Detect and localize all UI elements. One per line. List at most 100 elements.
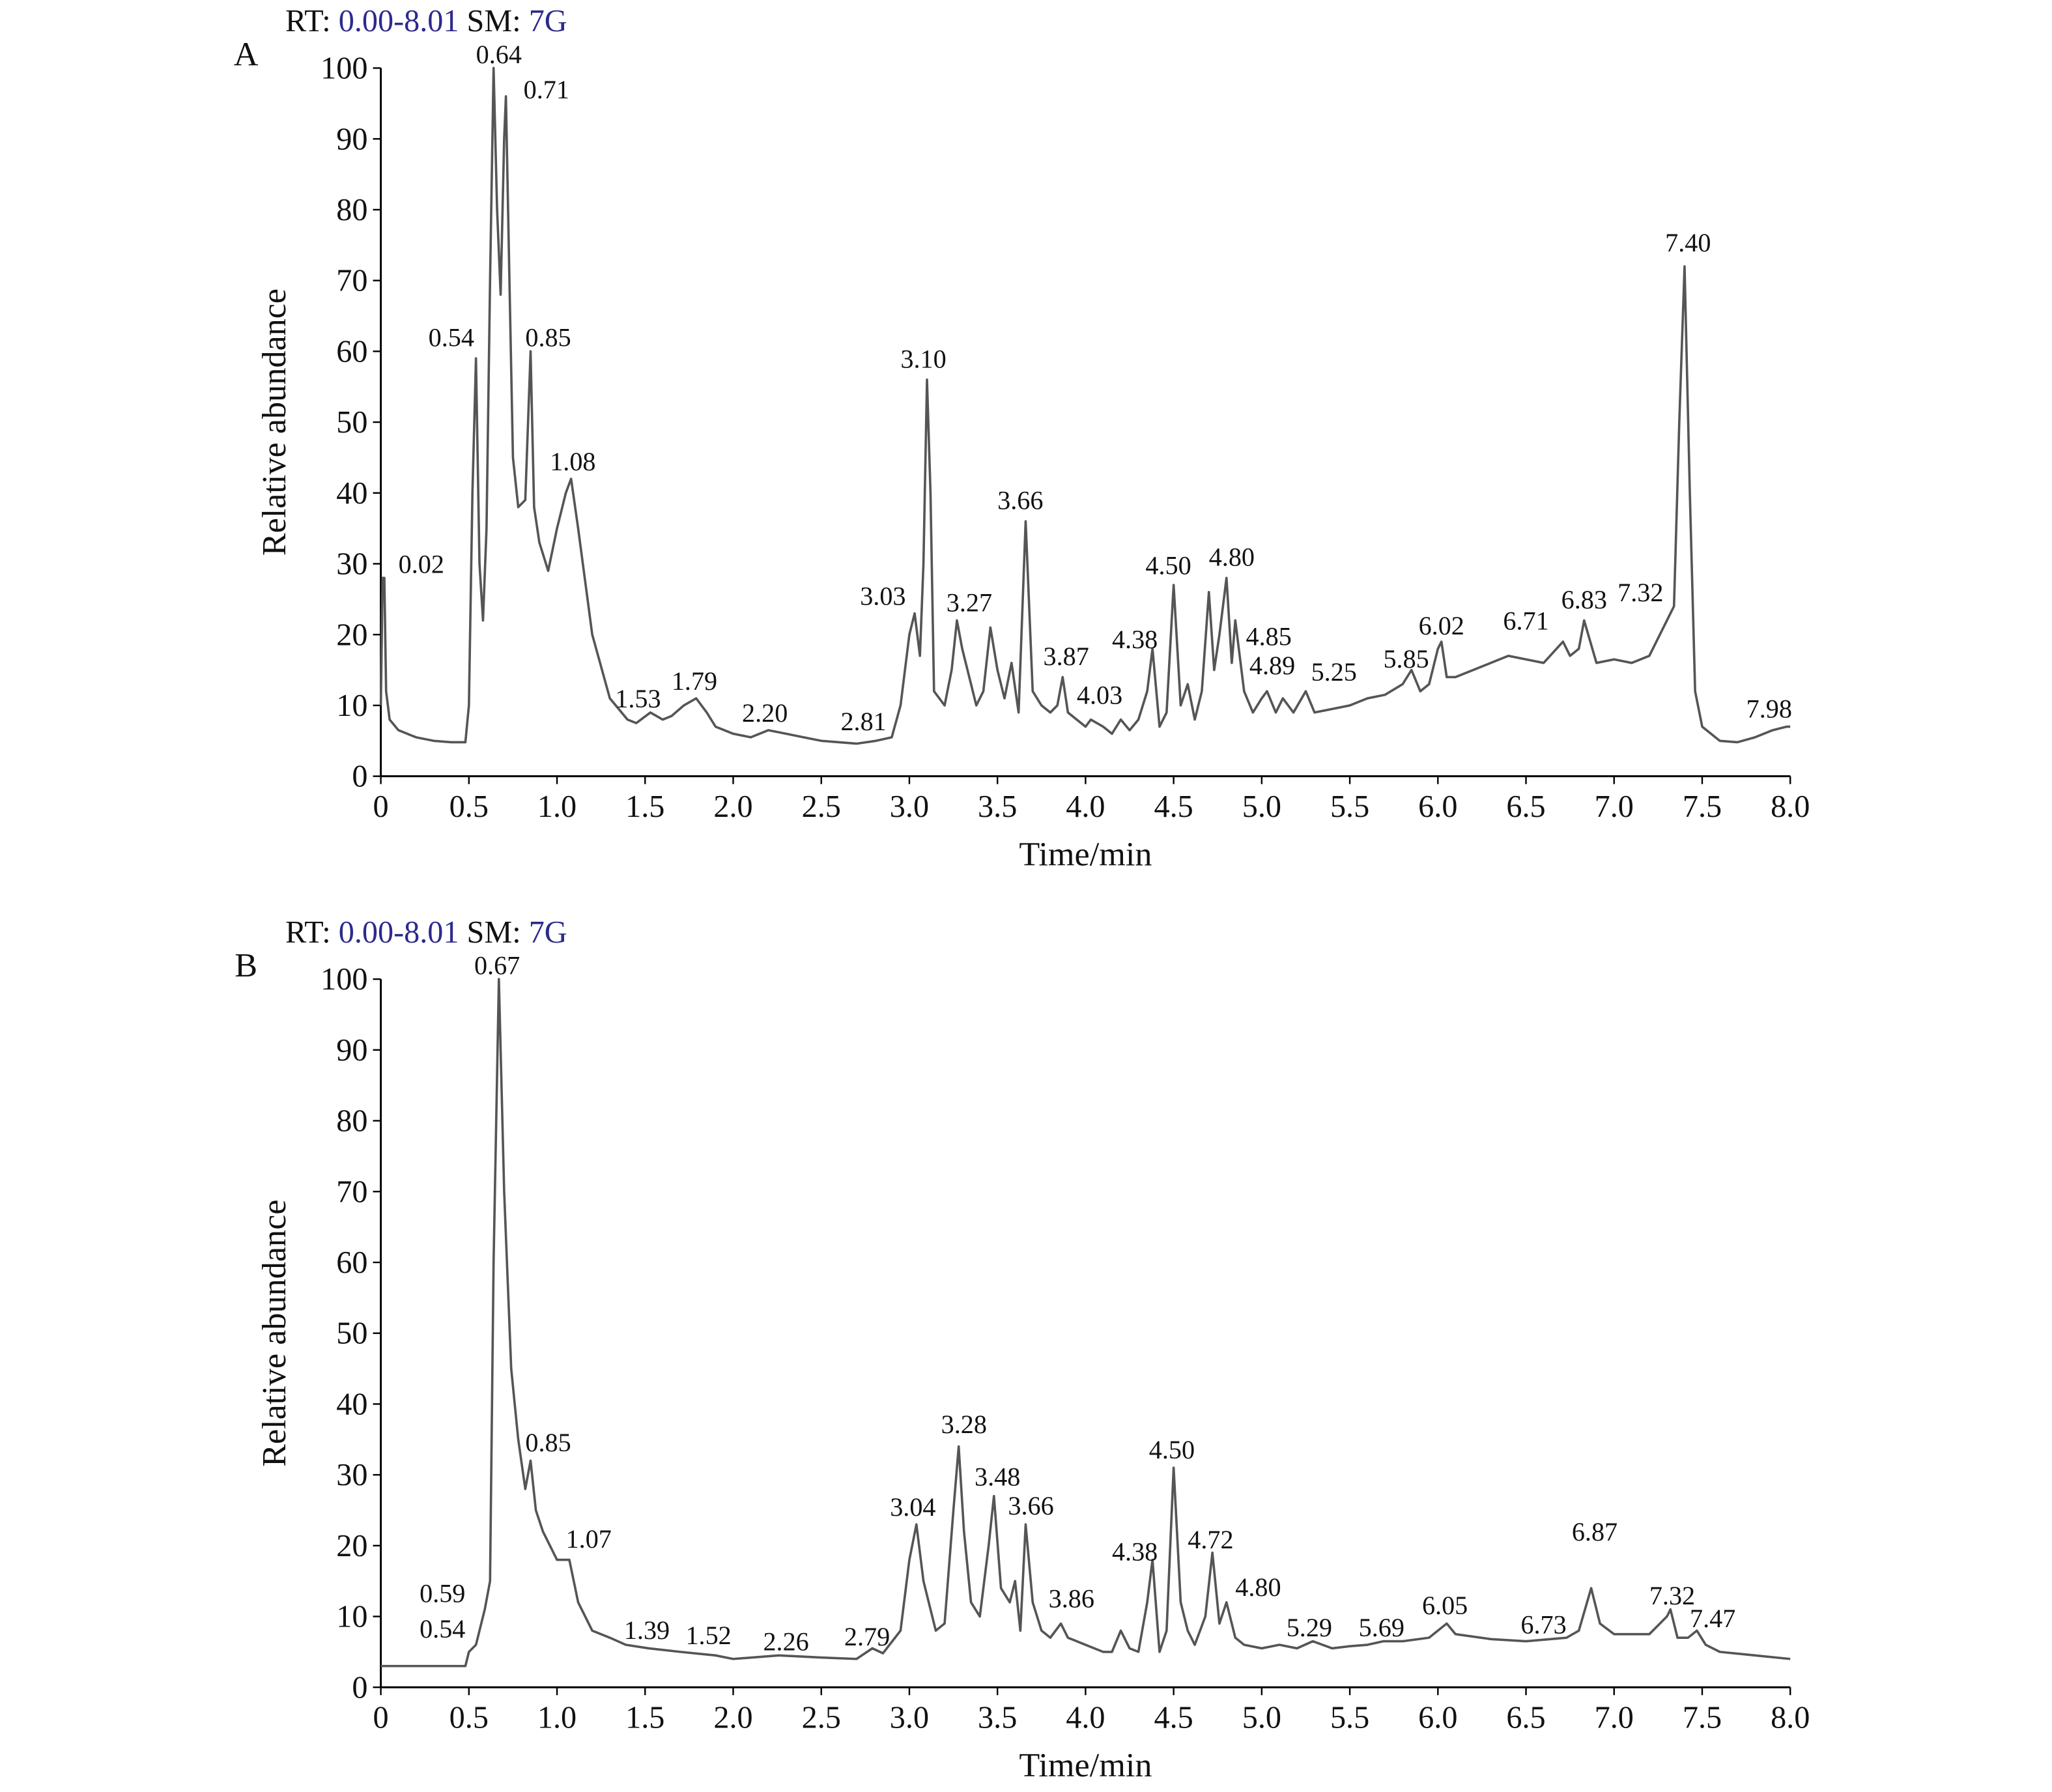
panel: RT: 0.00-8.01 SM: 7G B 0 10 20 30 40 50 60 70 80 90 100… (235, 915, 1810, 1784)
peak-label: 4.80 (1235, 1572, 1281, 1602)
header-sm-value: 7G (529, 915, 567, 950)
peak-label: 5.69 (1359, 1613, 1404, 1642)
peak-label: 4.38 (1112, 1537, 1158, 1567)
y-tick-label: 80 (336, 1104, 367, 1139)
y-tick-label: 10 (336, 1600, 367, 1634)
x-tick-label: 2.5 (802, 1701, 841, 1735)
peak-label: 7.40 (1665, 228, 1711, 257)
x-tick-label: 4.0 (1066, 1701, 1105, 1735)
peak-label: 4.72 (1188, 1525, 1233, 1554)
peak-label: 1.08 (550, 447, 595, 476)
header: RT: 0.00-8.01 SM: 7G (285, 915, 567, 950)
peak-label: 7.32 (1617, 578, 1663, 607)
peak-label: 1.52 (685, 1621, 731, 1650)
y-tick-label: 0 (352, 760, 367, 794)
y-tick-label: 60 (336, 334, 367, 369)
x-tick-label: 2.0 (713, 1701, 752, 1735)
x-tick-label: 2.0 (713, 789, 752, 824)
x-tick-label: 1.0 (537, 789, 577, 824)
header-sm-label: SM: (467, 915, 521, 950)
x-tick-label: 6.5 (1506, 789, 1545, 824)
peak-label: 0.67 (474, 950, 520, 980)
peak-label: 0.64 (476, 40, 522, 69)
peak-label: 3.86 (1049, 1584, 1094, 1613)
peak-label: 4.38 (1112, 625, 1158, 654)
x-tick-label: 4.5 (1154, 789, 1193, 824)
header-rt-label: RT: (285, 4, 331, 38)
x-tick-label: 0.5 (449, 1701, 489, 1735)
peak-label: 7.47 (1690, 1604, 1735, 1633)
y-axis-label: Relative abundance (255, 1199, 293, 1466)
header-rt-range: 0.00-8.01 (339, 4, 459, 38)
x-tick-label: 4.5 (1154, 1701, 1193, 1735)
chromatogram-trace (379, 66, 1791, 745)
x-tick-label: 0.5 (449, 789, 489, 824)
peak-label: 4.03 (1077, 681, 1122, 710)
panel-label: B (235, 946, 257, 984)
peak-label: 6.05 (1422, 1591, 1468, 1620)
x-tick-label: 3.5 (978, 1701, 1017, 1735)
peak-label: 3.27 (947, 588, 992, 617)
peak-label: 2.79 (844, 1622, 890, 1651)
y-tick-label: 80 (336, 193, 367, 227)
peak-label: 7.98 (1746, 694, 1792, 723)
y-tick-label: 90 (336, 122, 367, 156)
peak-label: 3.28 (941, 1410, 987, 1439)
y-tick-label: 50 (336, 405, 367, 440)
x-tick-label: 8.0 (1771, 1701, 1810, 1735)
y-axis-label: Relative abundance (255, 289, 293, 556)
peak-label: 0.71 (524, 75, 569, 104)
panel-label: A (234, 35, 259, 73)
x-tick-label: 5.0 (1242, 1701, 1281, 1735)
peak-label: 0.54 (420, 1614, 465, 1643)
y-tick-label: 30 (336, 547, 367, 582)
peak-label: 1.39 (624, 1615, 670, 1645)
peak-label: 5.25 (1311, 657, 1357, 687)
x-tick-label: 1.0 (537, 1701, 577, 1735)
peak-label: 0.02 (399, 550, 444, 579)
peak-label: 2.26 (763, 1627, 808, 1657)
y-tick-label: 70 (336, 1174, 367, 1209)
peak-label: 5.29 (1287, 1613, 1332, 1642)
y-tick-label: 0 (352, 1670, 367, 1705)
x-tick-label: 0 (373, 789, 389, 824)
header-sm-value: 7G (529, 4, 567, 38)
x-tick-label: 7.0 (1595, 1701, 1634, 1735)
y-tick-label: 50 (336, 1316, 367, 1351)
peak-label: 2.20 (742, 698, 788, 728)
peak-label: 4.89 (1249, 651, 1295, 680)
x-tick-label: 6.0 (1418, 1701, 1457, 1735)
chromatogram-trace (380, 978, 1791, 1668)
x-tick-label: 4.0 (1066, 789, 1105, 824)
y-tick-label: 70 (336, 264, 367, 298)
peak-label: 2.81 (840, 707, 886, 736)
peak-label: 3.03 (860, 581, 905, 610)
peak-label: 0.59 (420, 1579, 465, 1608)
x-tick-label: 3.5 (978, 789, 1017, 824)
peak-label: 6.71 (1503, 606, 1548, 636)
x-axis-label: Time/min (1019, 1746, 1152, 1784)
header-sm-label: SM: (467, 4, 521, 38)
peak-label: 1.07 (566, 1524, 612, 1554)
x-tick-label: 3.0 (890, 1701, 929, 1735)
peak-label: 7.32 (1649, 1581, 1695, 1610)
x-tick-label: 7.0 (1595, 789, 1634, 824)
x-tick-label: 0 (373, 1701, 389, 1735)
x-tick-label: 8.0 (1771, 789, 1810, 824)
y-tick-label: 40 (336, 1387, 367, 1421)
x-tick-label: 3.0 (890, 789, 929, 824)
x-tick-label: 6.0 (1418, 789, 1457, 824)
y-tick-label: 30 (336, 1458, 367, 1492)
panel: RT: 0.00-8.01 SM: 7G A 0 10 20 30 40 50 60 70 80 90 100… (234, 4, 1810, 873)
peak-label: 3.87 (1044, 642, 1089, 671)
peak-label: 3.04 (890, 1492, 935, 1522)
x-tick-label: 1.5 (625, 1701, 664, 1735)
peak-label: 3.66 (1008, 1491, 1053, 1520)
header-rt-label: RT: (285, 915, 331, 950)
y-tick-label: 60 (336, 1245, 367, 1280)
peak-label: 6.83 (1561, 585, 1607, 614)
peak-label: 6.02 (1419, 611, 1464, 640)
peak-label: 5.85 (1383, 644, 1429, 674)
